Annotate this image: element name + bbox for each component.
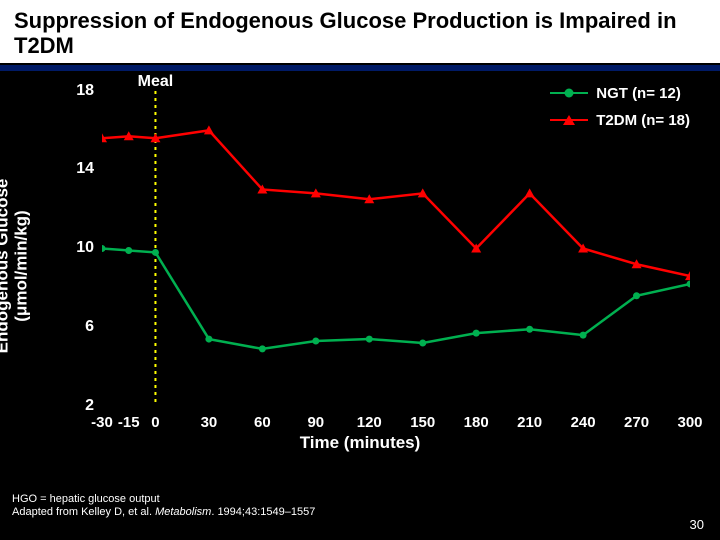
slide-title: Suppression of Endogenous Glucose Produc… xyxy=(0,0,720,63)
legend: NGT (n= 12) T2DM (n= 18) xyxy=(550,85,690,139)
x-tick-label: 90 xyxy=(307,414,324,431)
x-tick-label: 300 xyxy=(677,414,702,431)
legend-marker-circle xyxy=(565,89,574,98)
legend-swatch xyxy=(550,119,588,122)
footnote-line2a: Adapted from Kelley D, et al. xyxy=(12,506,155,518)
legend-item-ngt: NGT (n= 12) xyxy=(550,85,690,102)
legend-label: T2DM (n= 18) xyxy=(596,112,690,129)
footnote-line2c: . 1994;43:1549–1557 xyxy=(211,506,315,518)
y-tick-label: 14 xyxy=(76,160,94,178)
ylabel-line2: (μmol/min/kg) xyxy=(11,210,30,321)
y-tick-label: 2 xyxy=(85,397,94,415)
x-tick-label: -15 xyxy=(118,414,140,431)
x-tick-label: 120 xyxy=(357,414,382,431)
x-tick-label: 60 xyxy=(254,414,271,431)
x-tick-label: 0 xyxy=(151,414,159,431)
y-tick-label: 6 xyxy=(85,318,94,336)
footnote: HGO = hepatic glucose output Adapted fro… xyxy=(12,493,315,521)
legend-item-t2dm: T2DM (n= 18) xyxy=(550,112,690,129)
x-tick-label: 210 xyxy=(517,414,542,431)
x-axis-label: Time (minutes) xyxy=(300,433,421,453)
x-tick-label: 270 xyxy=(624,414,649,431)
legend-swatch xyxy=(550,92,588,95)
x-tick-label: 150 xyxy=(410,414,435,431)
x-tick-label: -30 xyxy=(91,414,113,431)
title-underline xyxy=(0,65,720,71)
x-tick-label: 30 xyxy=(201,414,218,431)
chart-container: Endogenous Glucose (μmol/min/kg) Meal NG… xyxy=(30,81,690,451)
legend-marker-triangle xyxy=(563,115,575,125)
footnote-journal: Metabolism xyxy=(155,506,211,518)
y-axis-label: Endogenous Glucose (μmol/min/kg) xyxy=(0,178,31,353)
legend-label: NGT (n= 12) xyxy=(596,85,681,102)
x-tick-label: 240 xyxy=(571,414,596,431)
plot-area: Meal NGT (n= 12) T2DM (n= 18) 26101418-3… xyxy=(102,91,690,406)
y-tick-label: 18 xyxy=(76,82,94,100)
slide-number: 30 xyxy=(690,517,704,532)
meal-label: Meal xyxy=(138,73,174,91)
x-tick-label: 180 xyxy=(464,414,489,431)
y-tick-label: 10 xyxy=(76,239,94,257)
ylabel-line1: Endogenous Glucose xyxy=(0,178,11,353)
footnote-line1: HGO = hepatic glucose output xyxy=(12,493,160,505)
